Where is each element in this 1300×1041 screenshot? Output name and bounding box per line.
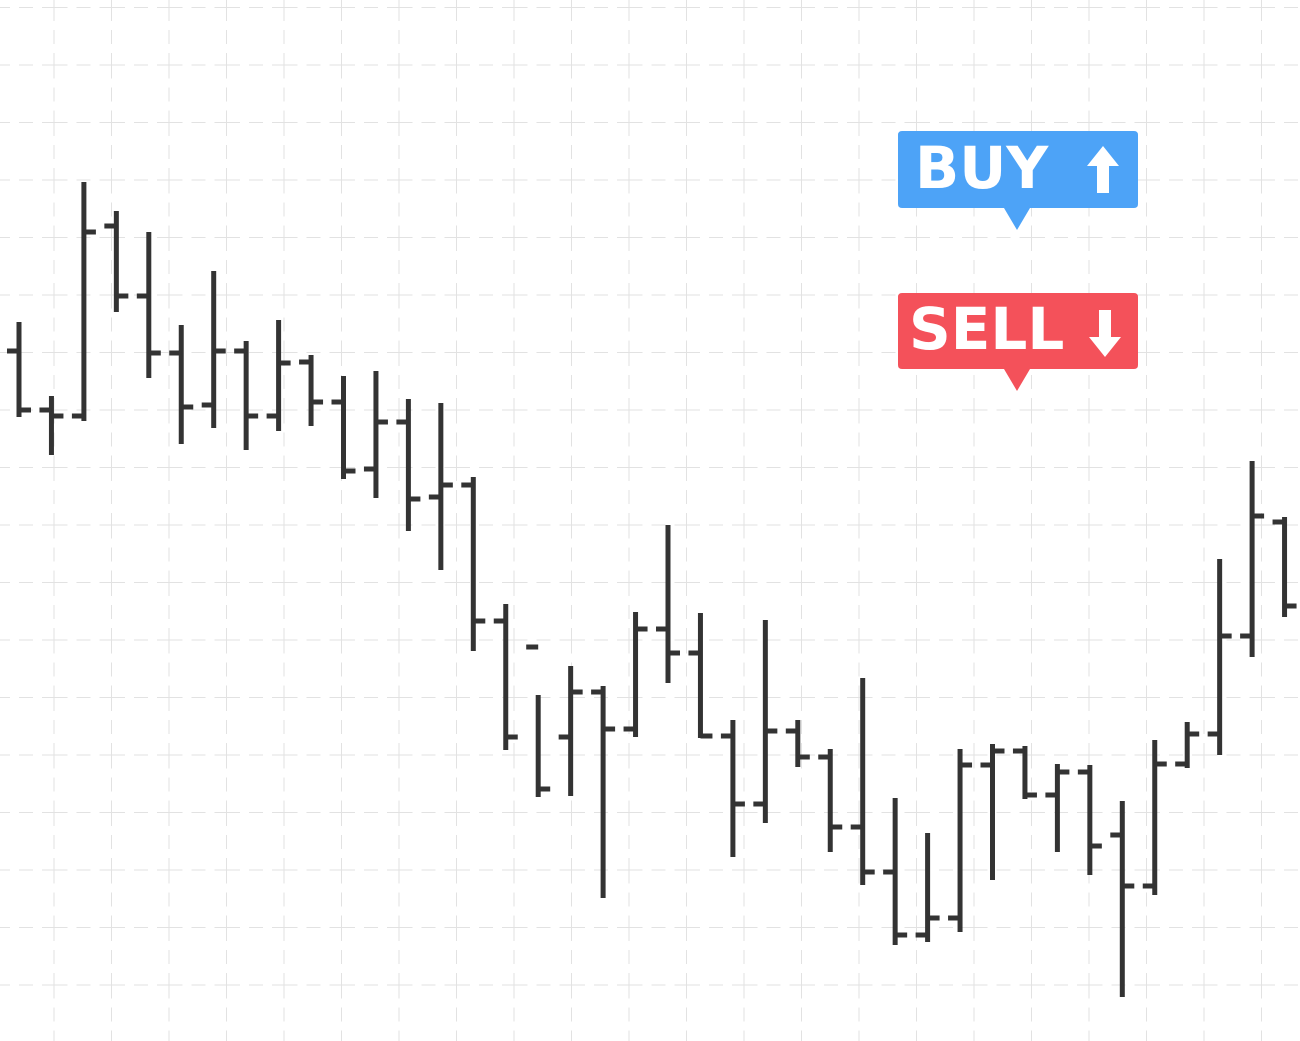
sell-button[interactable]: SELL: [898, 293, 1138, 391]
down-arrow: [1089, 310, 1121, 357]
sell-button-shape[interactable]: [898, 293, 1138, 391]
up-arrow: [1087, 146, 1119, 193]
buy-button-shape[interactable]: [898, 131, 1138, 230]
buy-label[interactable]: BUY: [915, 134, 1049, 202]
sell-label[interactable]: SELL: [909, 295, 1064, 363]
bars: [7, 182, 1297, 997]
buy-button[interactable]: BUY: [898, 131, 1138, 230]
